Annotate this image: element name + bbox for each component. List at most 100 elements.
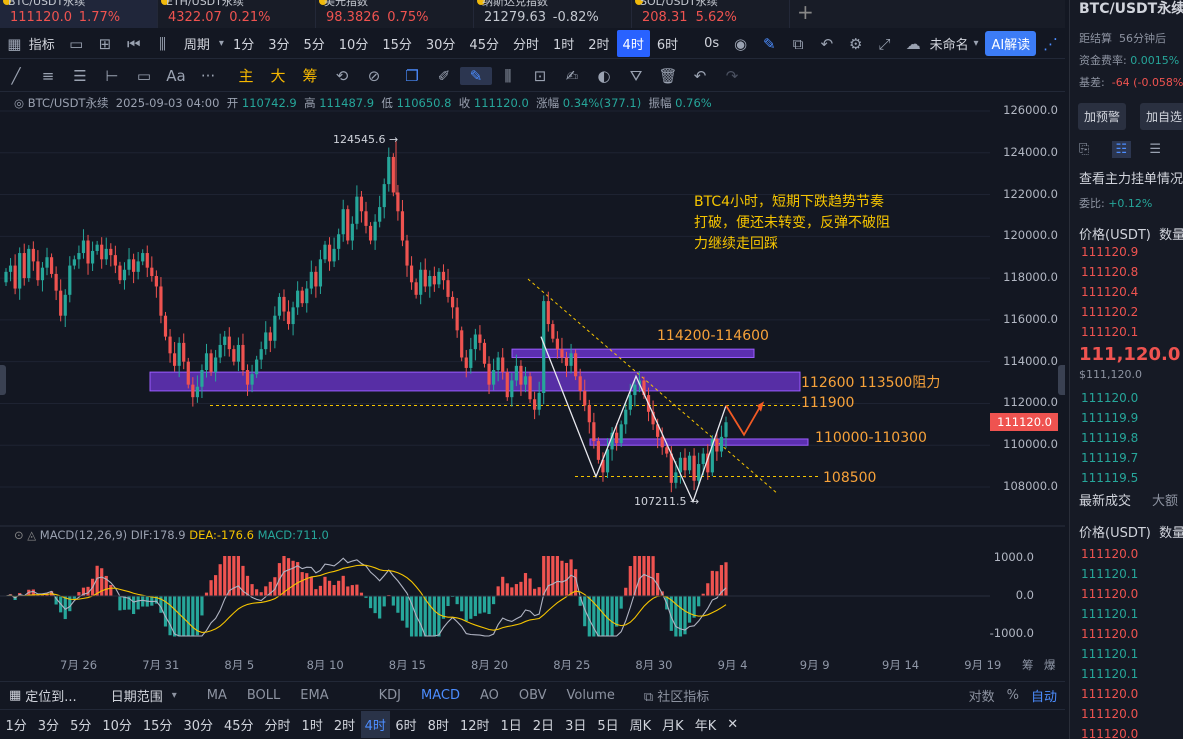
parallel-channel-icon[interactable]: ☰ [73, 66, 87, 85]
settings-icon[interactable]: ⚙ [848, 34, 863, 53]
interval-button[interactable]: 6时 [395, 719, 417, 734]
bid-price[interactable]: 111119.5 [1081, 471, 1139, 485]
camera-icon[interactable]: ◉ [734, 34, 748, 53]
interval-button[interactable]: 2时 [333, 719, 356, 734]
magnet-icon[interactable]: ◐ [597, 66, 611, 85]
big-order-button[interactable]: 大 [270, 67, 286, 85]
period-button[interactable]: 周期 [183, 38, 210, 53]
orderbook-title[interactable]: 查看主力挂单情况 [1079, 172, 1183, 187]
candle-type-icon[interactable]: ⫼ [159, 34, 166, 53]
trendline-icon[interactable]: ╱ [11, 66, 21, 85]
time-axis[interactable]: 7月 26 7月 31 8月 5 8月 10 8月 15 8月 20 8月 25 8月 30 9… [0, 655, 1065, 675]
cloud-icon[interactable]: ☁ [905, 34, 921, 53]
main-force-button[interactable]: 主 [238, 67, 254, 85]
ask-price[interactable]: 111120.1 [1081, 325, 1139, 339]
add-tab-button[interactable]: + [797, 0, 814, 24]
locate-button[interactable]: 定位到... [25, 689, 77, 705]
add-favorite-button[interactable]: 加自选 [1140, 103, 1183, 130]
interval-button[interactable]: 30分 [183, 719, 213, 734]
undo-icon[interactable]: ↶ [693, 66, 707, 85]
redo-icon[interactable]: ↷ [725, 66, 739, 85]
sync-icon[interactable]: ⟲ [335, 66, 349, 85]
share-icon[interactable]: ⋰ [1043, 34, 1059, 53]
big-trades-tab[interactable]: 大额 [1152, 494, 1179, 509]
bid-price[interactable]: 111119.7 [1081, 451, 1139, 465]
orderbook-both-icon[interactable]: ⎘ [1079, 142, 1090, 157]
ruler-icon[interactable]: ✐ [437, 66, 451, 85]
hide-drawings-icon[interactable]: ⊘ [367, 66, 381, 85]
main-indicator-button[interactable]: EMA [300, 687, 329, 703]
indicator-button[interactable]: 指标 [28, 38, 55, 53]
bid-price[interactable]: 111119.9 [1081, 411, 1139, 425]
interval-button[interactable]: 年K [694, 719, 717, 734]
collapse-icon[interactable]: ⊙ ◬ [14, 528, 37, 542]
interval-tab[interactable]: 1时 [552, 38, 575, 53]
horizontal-ray-icon[interactable]: ⊢ [105, 66, 119, 85]
interval-tab[interactable]: 5分 [303, 38, 325, 53]
lock-icon[interactable]: ⊡ [533, 66, 547, 85]
pen-icon[interactable]: ✎ [763, 34, 776, 53]
text-tool-icon[interactable]: Aa [166, 66, 186, 85]
interval-button[interactable]: 45分 [223, 719, 254, 734]
interval-button[interactable]: 周K [629, 719, 652, 734]
sub-indicator-button[interactable]: KDJ [378, 687, 401, 703]
ask-price[interactable]: 111120.2 [1081, 305, 1139, 319]
more-tools-icon[interactable]: ··· [200, 66, 216, 85]
interval-tab[interactable]: 4时 [616, 30, 650, 57]
add-alert-button[interactable]: 加预警 [1078, 103, 1127, 130]
interval-tab[interactable]: 2时 [588, 38, 610, 53]
time-axis-tool[interactable]: 筹 [1022, 658, 1034, 672]
layout-icon[interactable]: ⊞ [98, 34, 112, 53]
interval-button[interactable]: 1分 [5, 719, 27, 734]
brush-icon[interactable]: ✎ [460, 66, 492, 85]
interval-tab[interactable]: 分时 [512, 38, 539, 53]
visibility-icon[interactable]: ◎ [14, 96, 28, 110]
ticker-tab[interactable]: 美元指数 98.3826 0.75% [316, 0, 474, 28]
interval-button[interactable]: 5分 [70, 719, 92, 734]
rectangle-icon[interactable]: ▭ [136, 66, 152, 85]
copy-icon[interactable]: ❐ [405, 66, 419, 85]
bid-price[interactable]: 111119.8 [1081, 431, 1139, 445]
ticker-tab[interactable]: 纳斯达克指数 21279.63 -0.82% [474, 0, 632, 28]
price-axis[interactable]: 126000.0 124000.0 122000.0 120000.0 118000.0… [990, 96, 1058, 526]
sub-indicator-button[interactable]: MACD [420, 687, 460, 703]
bars-icon[interactable]: ⫼ [504, 66, 512, 85]
date-range-button[interactable]: 日期范围 [110, 689, 163, 705]
trash-icon[interactable]: 🗑 [658, 66, 678, 85]
interval-tab[interactable]: 6时 [656, 38, 679, 53]
calendar-icon[interactable]: ▦ [9, 687, 22, 703]
interval-tab[interactable]: 1分 [232, 38, 255, 53]
auto-scale-button[interactable]: 自动 [1030, 689, 1057, 705]
price-chart[interactable] [0, 96, 1065, 681]
note-icon[interactable]: ✍ [565, 66, 579, 85]
interval-button[interactable]: 2日 [532, 719, 555, 734]
log-scale-button[interactable]: 对数 [968, 689, 995, 705]
expand-icon[interactable]: ⤢ [878, 34, 891, 53]
replay-icon[interactable]: ⏮ [126, 34, 141, 53]
interval-tab[interactable]: 10分 [338, 38, 369, 53]
ticker-tab[interactable]: SOL/USDT永续 208.31 5.62% [632, 0, 790, 28]
main-indicator-button[interactable]: BOLL [246, 687, 281, 703]
interval-button[interactable]: 1时 [301, 719, 323, 734]
chip-button[interactable]: 筹 [302, 67, 318, 85]
interval-tab[interactable]: 3分 [268, 38, 290, 53]
ai-read-button[interactable]: AI解读 [985, 31, 1037, 56]
close-icon[interactable]: ✕ [727, 717, 739, 732]
indicator-icon[interactable]: ▦ [7, 34, 22, 53]
interval-button[interactable]: 月K [662, 719, 684, 734]
orderbook-bids-icon[interactable]: ☷ [1111, 141, 1132, 158]
chevron-down-icon[interactable]: ▾ [218, 38, 224, 49]
interval-tab[interactable]: 15分 [382, 38, 412, 53]
chevron-down-icon[interactable]: ▾ [973, 38, 979, 49]
interval-tab[interactable]: 30分 [425, 38, 456, 53]
interval-button[interactable]: 3分 [37, 719, 60, 734]
calendar-icon[interactable]: ▭ [69, 34, 84, 53]
left-collapse-handle[interactable] [0, 365, 6, 395]
sub-indicator-button[interactable]: Volume [566, 687, 615, 703]
sub-indicator-button[interactable]: OBV [518, 687, 547, 703]
orderbook-asks-icon[interactable]: ☰ [1149, 142, 1161, 157]
undo-icon[interactable]: ↶ [820, 34, 834, 53]
ask-price[interactable]: 111120.8 [1081, 265, 1139, 279]
zero-seconds-button[interactable]: 0s [704, 36, 720, 51]
interval-button[interactable]: 8时 [427, 719, 449, 734]
